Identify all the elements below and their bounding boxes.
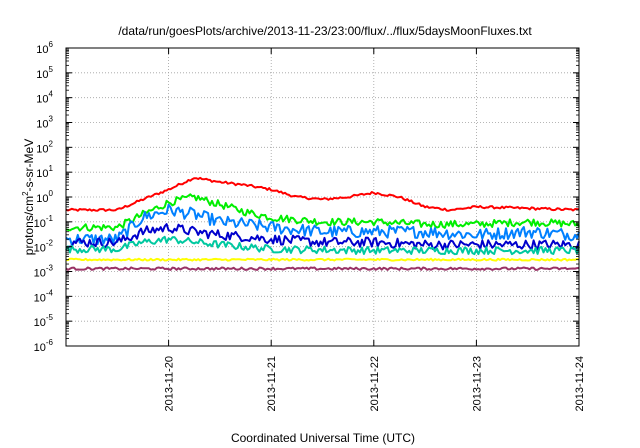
y-axis-title: protons/cm2-s-sr-MeV: [21, 139, 36, 255]
series-line: [65, 266, 580, 271]
y-axis-title-superscript: 2: [21, 191, 30, 196]
y-axis-title-text-rest: -s-sr-MeV: [22, 139, 36, 192]
series-line: [65, 257, 580, 262]
y-axis: 10-6 10-5 10-4 10-3 10-2 10-1 100 101 102 103 104 1…: [34, 40, 579, 354]
y-tick-label: 102: [36, 139, 53, 155]
y-axis-title-text: protons/cm: [22, 196, 36, 255]
series-line: [65, 223, 580, 251]
y-tick-label: 10-5: [34, 313, 54, 329]
series-line: [65, 176, 580, 212]
y-tick-label: 100: [36, 189, 53, 205]
y-tick-label: 10-1: [34, 214, 54, 230]
y-tick-label: 105: [36, 65, 53, 81]
x-tick-label: 2013-11-24: [574, 356, 586, 411]
x-tick-label: 2013-11-20: [164, 356, 176, 411]
x-tick-label: 2013-11-22: [369, 356, 381, 411]
series-line: [65, 203, 580, 247]
series-group: [65, 176, 580, 271]
x-tick-label: 2013-11-21: [266, 356, 278, 411]
y-tick-label: 10-4: [34, 288, 54, 304]
y-tick-label: 10-3: [34, 264, 54, 280]
plot-area: [66, 48, 579, 346]
chart-title: /data/run/goesPlots/archive/2013-11-23/2…: [118, 24, 532, 38]
y-tick-label: 10-2: [34, 239, 54, 255]
y-tick-label: 101: [36, 164, 53, 180]
y-tick-label: 103: [36, 115, 53, 131]
y-tick-label: 106: [36, 40, 53, 56]
x-axis: 2013-11-20 2013-11-21 2013-11-22 2013-11-23…: [164, 48, 586, 411]
x-axis-title: Coordinated Universal Time (UTC): [231, 431, 415, 445]
y-tick-label: 10-6: [34, 338, 54, 354]
series-line: [65, 193, 580, 232]
x-tick-label: 2013-11-23: [471, 356, 483, 411]
series-line: [65, 235, 580, 256]
y-tick-label: 104: [36, 90, 53, 106]
